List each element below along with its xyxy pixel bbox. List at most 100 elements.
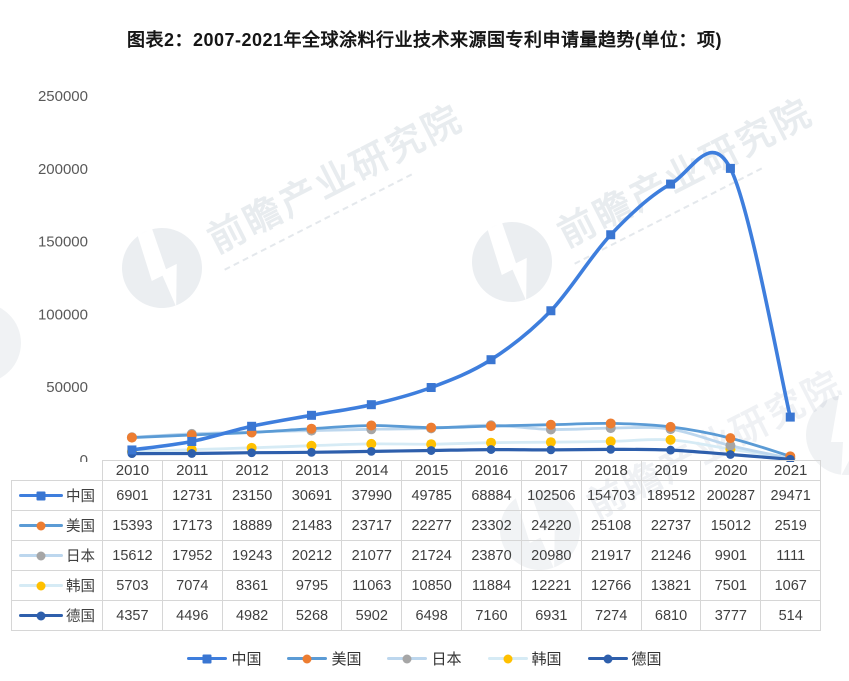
year-header-cell: 2017 — [520, 460, 582, 481]
value-cell: 4357 — [102, 600, 163, 631]
data-point-marker — [545, 437, 556, 448]
data-point-marker — [605, 418, 616, 429]
series-line-4 — [130, 447, 792, 461]
data-point-marker — [426, 446, 436, 455]
value-cell: 12766 — [580, 570, 642, 601]
value-cell: 12731 — [161, 480, 223, 511]
value-cell: 200287 — [700, 480, 762, 511]
legend-item: 美国 — [287, 648, 361, 669]
value-cell: 7274 — [580, 600, 642, 631]
data-point-marker — [366, 438, 377, 449]
value-cell: 5902 — [341, 600, 403, 631]
data-table: 2010 2011 2012 2013 2014 2015 2016 2017 2018 2019… — [11, 460, 822, 631]
data-point-marker — [725, 163, 735, 173]
value-cell: 9901 — [700, 540, 762, 571]
series-line-marker-icon — [587, 653, 628, 665]
data-point-marker — [486, 355, 496, 365]
value-cell: 21077 — [341, 540, 403, 571]
year-header-cell: 2010 — [102, 460, 163, 481]
series-label-cell: 日本 — [11, 540, 103, 571]
value-cell: 102506 — [520, 480, 582, 511]
value-cell: 154703 — [580, 480, 642, 511]
value-cell: 12221 — [520, 570, 582, 601]
value-cell: 9795 — [281, 570, 343, 601]
data-point-marker — [546, 445, 556, 455]
value-cell: 6901 — [102, 480, 163, 511]
data-point-marker — [366, 420, 377, 431]
value-cell: 7074 — [161, 570, 223, 601]
data-point-marker — [785, 412, 795, 422]
y-axis-tick-label: 250000 — [38, 88, 88, 105]
series-line-marker-icon — [487, 653, 528, 665]
series-line-marker-icon — [19, 490, 63, 502]
data-point-marker — [126, 432, 137, 443]
value-cell: 68884 — [461, 480, 522, 511]
value-cell: 18889 — [221, 510, 283, 541]
value-cell: 8361 — [221, 570, 283, 601]
value-cell: 21917 — [580, 540, 642, 571]
data-point-marker — [666, 445, 675, 455]
value-cell: 5268 — [281, 600, 343, 631]
value-cell: 13821 — [640, 570, 702, 601]
data-table-wrap: 2010 2011 2012 2013 2014 2015 2016 2017 2018 2019… — [11, 460, 822, 631]
series-name: 德国 — [66, 609, 95, 625]
legend-label: 日本 — [431, 651, 462, 668]
data-point-marker — [666, 179, 676, 189]
series-name: 美国 — [66, 519, 95, 535]
value-cell: 10850 — [401, 570, 463, 601]
value-cell: 19243 — [221, 540, 283, 571]
data-point-marker — [247, 421, 257, 431]
table-header-row: 2010 2011 2012 2013 2014 2015 2016 2017 2018 2019… — [11, 460, 822, 481]
data-point-marker — [426, 422, 437, 433]
table-row: 美国 15393 17173 18889 21483 23717 22277 23302 242… — [11, 510, 822, 541]
series-label-cell: 韩国 — [11, 570, 103, 601]
data-point-marker — [606, 230, 616, 240]
data-point-marker — [306, 440, 317, 451]
value-cell: 6931 — [520, 600, 582, 631]
data-point-marker — [486, 421, 497, 432]
value-cell: 29471 — [760, 480, 822, 511]
data-point-marker — [665, 434, 676, 445]
legend-item: 中国 — [187, 648, 261, 669]
data-point-marker — [127, 445, 137, 455]
value-cell: 37990 — [341, 480, 403, 511]
year-header-cell: 2020 — [700, 460, 762, 481]
data-point-marker — [725, 433, 736, 444]
y-axis-tick-label: 50000 — [46, 379, 88, 396]
series-line-marker-icon — [19, 610, 63, 622]
data-point-marker — [366, 400, 376, 410]
value-cell: 21246 — [640, 540, 702, 571]
value-cell: 3777 — [700, 600, 762, 631]
series-line-marker-icon — [19, 580, 63, 592]
data-point-marker — [306, 423, 317, 434]
legend-label: 德国 — [631, 651, 662, 668]
legend-label: 韩国 — [531, 651, 562, 668]
series-line-marker-icon — [19, 550, 63, 562]
data-point-marker — [366, 447, 376, 456]
year-header-cell: 2015 — [401, 460, 463, 481]
value-cell: 514 — [760, 600, 822, 631]
value-cell: 25108 — [580, 510, 642, 541]
data-point-marker — [307, 447, 316, 457]
table-row: 韩国 5703 7074 8361 9795 11063 10850 11884 12221 12… — [11, 570, 822, 601]
series-label-cell: 德国 — [11, 600, 103, 631]
value-cell: 23150 — [221, 480, 283, 511]
data-point-marker — [606, 445, 616, 454]
value-cell: 49785 — [401, 480, 463, 511]
chart-legend: 中国 美国 日本 韩国 德国 — [0, 648, 849, 669]
series-label-cell: 中国 — [11, 480, 103, 511]
data-point-marker — [187, 436, 197, 446]
data-point-marker — [545, 419, 556, 430]
value-cell: 4982 — [221, 600, 283, 631]
y-axis-tick-label: 0 — [80, 452, 88, 462]
series-line-3 — [130, 438, 792, 460]
series-line-1 — [130, 421, 792, 458]
series-line-marker-icon — [287, 653, 328, 665]
series-line-0 — [130, 150, 793, 452]
year-header-cell: 2016 — [461, 460, 522, 481]
value-cell: 22737 — [640, 510, 702, 541]
data-point-marker — [306, 410, 316, 420]
y-axis-tick-label: 150000 — [38, 234, 88, 251]
value-cell: 7160 — [461, 600, 522, 631]
data-point-marker — [605, 436, 616, 447]
